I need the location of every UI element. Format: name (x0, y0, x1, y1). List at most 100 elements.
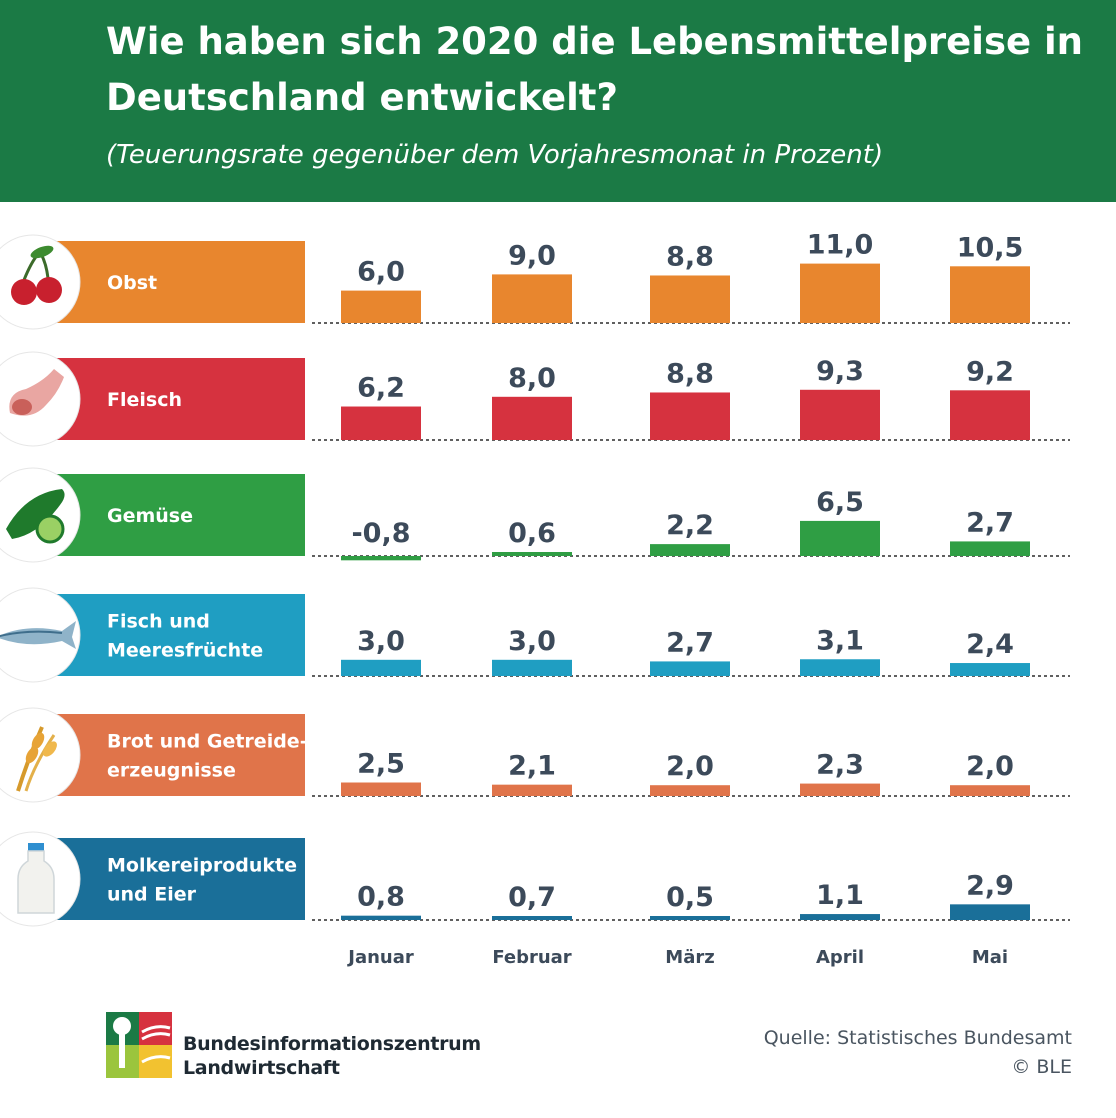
bar (800, 914, 880, 920)
header-banner: Wie haben sich 2020 die Lebensmittelprei… (0, 0, 1116, 202)
bar (800, 783, 880, 796)
data-label: 3,0 (508, 626, 556, 657)
x-tick-label: Februar (492, 947, 571, 968)
grain-stem-2 (24, 734, 56, 792)
data-label: 1,1 (816, 880, 864, 911)
row-label: erzeugnisse (107, 760, 236, 782)
row-label: Obst (107, 272, 157, 294)
cherry-left (11, 279, 37, 305)
copyright-text: © BLE (1011, 1056, 1072, 1078)
milk-cap (28, 843, 44, 851)
data-label: 10,5 (957, 232, 1024, 263)
bar (800, 659, 880, 676)
x-tick-label: Januar (346, 947, 414, 968)
bar (650, 275, 730, 323)
data-label: 9,2 (966, 356, 1014, 387)
data-label: 9,3 (816, 356, 864, 387)
bar (492, 396, 572, 440)
row-label: Gemüse (107, 505, 193, 527)
data-label: 0,8 (357, 882, 405, 913)
data-label: 2,0 (966, 751, 1014, 782)
data-label: 2,1 (508, 751, 556, 782)
data-label: 2,7 (666, 627, 714, 658)
data-label: 6,0 (357, 257, 405, 288)
bar (650, 392, 730, 440)
cherry-leaf (30, 245, 54, 259)
data-label: 2,5 (357, 749, 405, 780)
bar (650, 916, 730, 920)
data-label: 0,5 (666, 882, 714, 913)
bar (950, 390, 1030, 440)
bar (800, 389, 880, 440)
bar (341, 406, 421, 440)
data-label: 11,0 (807, 230, 874, 261)
bar (650, 785, 730, 796)
bar (950, 266, 1030, 323)
fish-body (0, 621, 76, 649)
milk-bottle-icon (17, 843, 55, 914)
cherry-icon (11, 245, 62, 305)
row-label-band (40, 714, 305, 796)
bar (492, 784, 572, 796)
data-label: 0,6 (508, 518, 556, 549)
row-label-band (40, 594, 305, 676)
data-label: 3,0 (357, 626, 405, 657)
org-name: Bundesinformationszentrum Landwirtschaft (183, 1032, 481, 1080)
bar (492, 916, 572, 920)
grain-kernel (31, 732, 45, 750)
row-label: Fleisch (107, 389, 182, 411)
bar (492, 659, 572, 676)
data-label: 2,7 (966, 507, 1014, 538)
bar (341, 556, 421, 561)
row-label: Molkereiprodukte (107, 855, 297, 877)
chart-title: Wie haben sich 2020 die Lebensmittelprei… (106, 20, 1083, 119)
grain-icon (16, 726, 57, 792)
cherry-right (36, 277, 62, 303)
bar (800, 520, 880, 556)
data-label: 2,9 (966, 870, 1014, 901)
meat-icon (9, 369, 64, 416)
data-label: -0,8 (351, 518, 410, 549)
x-tick-label: März (665, 947, 714, 968)
bar (950, 785, 1030, 796)
grain-kernel (25, 746, 39, 764)
fish-icon (0, 621, 76, 649)
data-label: 8,8 (666, 358, 714, 389)
x-tick-label: Mai (972, 947, 1008, 968)
data-label: 2,3 (816, 750, 864, 781)
bar (341, 290, 421, 323)
cucumber-icon (6, 489, 65, 544)
bar (950, 541, 1030, 556)
grain-kernel (43, 741, 57, 757)
bar (341, 659, 421, 676)
chart-subtitle: (Teuerungsrate gegenüber dem Vorjahresmo… (106, 140, 884, 170)
row-label: Brot und Getreide- (107, 731, 308, 753)
milk-bottle-body (17, 850, 55, 914)
data-label: 9,0 (508, 240, 556, 271)
bar (950, 904, 1030, 920)
bar (492, 552, 572, 556)
x-tick-label: April (816, 947, 864, 968)
data-label: 8,0 (508, 363, 556, 394)
ble-logo-icon (106, 1012, 172, 1078)
cucumber-slice (35, 514, 65, 544)
data-label: 0,7 (508, 882, 556, 913)
bar (650, 544, 730, 556)
row-label: Meeresfrüchte (107, 640, 263, 662)
source-note: Quelle: Statistisches Bundesamt © BLE (764, 1024, 1072, 1082)
data-label: 8,8 (666, 241, 714, 272)
bar (341, 915, 421, 920)
row-label: und Eier (107, 884, 197, 906)
bar (492, 274, 572, 323)
bar-chart: Obst 6,0 9,0 8,8 11,0 10,5 Fleisch 6,2 8,0 8,8 9,3… (0, 230, 1070, 968)
bar (950, 663, 1030, 676)
row-label-band (40, 474, 305, 556)
data-label: 6,5 (816, 487, 864, 518)
row-label: Fisch und (107, 611, 210, 633)
bar (650, 661, 730, 676)
cucumber-body (6, 489, 65, 539)
data-label: 2,2 (666, 510, 714, 541)
data-label: 6,2 (357, 373, 405, 404)
data-label: 2,0 (666, 751, 714, 782)
row-label-band (40, 838, 305, 920)
